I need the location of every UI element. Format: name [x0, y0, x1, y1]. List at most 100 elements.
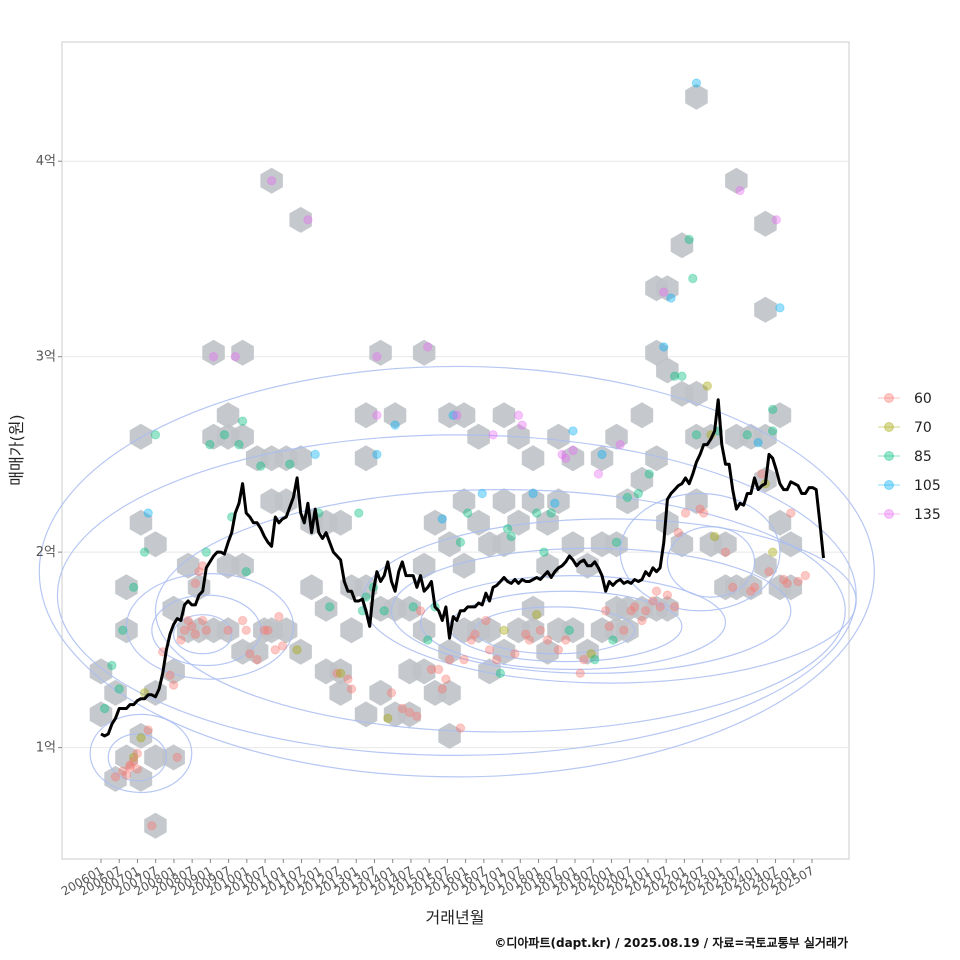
scatter-point [132, 748, 143, 759]
scatter-point [208, 351, 219, 362]
hex-bin [656, 275, 679, 302]
legend-key-dot [884, 480, 894, 490]
x-axis-ticks: 2006012006072007012007072008012008072009… [59, 859, 817, 899]
scatter-point [680, 508, 691, 518]
legend-label: 85 [914, 449, 932, 465]
scatter-point [651, 586, 662, 596]
x-axis-title: 거래년월 [426, 908, 485, 927]
scatter-point [735, 185, 745, 196]
scatter-point [412, 711, 422, 722]
hex-bin [561, 617, 585, 644]
y-tick-label: 1억 [36, 741, 56, 756]
density-contour [474, 606, 636, 655]
scatter-point [742, 430, 752, 440]
scatter-point [786, 508, 796, 518]
scatter-point [644, 469, 654, 479]
scatter-point [673, 527, 683, 538]
hex-bin [129, 509, 153, 536]
hex-bin [754, 210, 777, 237]
legend-label: 60 [914, 391, 932, 407]
scatter-point [702, 381, 713, 391]
scatter-point [230, 351, 241, 362]
scatter-point [662, 590, 673, 600]
scatter-point [575, 668, 585, 679]
hex-bin [630, 466, 654, 493]
scatter-point [455, 723, 466, 733]
scatter-point [143, 508, 153, 518]
hex-bin [467, 509, 490, 536]
legend-key-dot [884, 451, 894, 461]
hex-bin [274, 488, 298, 515]
hex-bin [645, 445, 668, 472]
hex-bin [656, 509, 679, 536]
scatter-point [346, 684, 357, 694]
hex-bin [162, 658, 185, 685]
legend-key-dot [884, 509, 894, 519]
hex-bin [115, 574, 138, 601]
scatter-point [561, 635, 571, 645]
scatter-point [488, 430, 498, 440]
scatter-point [502, 523, 513, 534]
scatter-point [121, 770, 132, 780]
scatter-point [513, 410, 524, 421]
hex-bin [656, 357, 679, 384]
scatter-point [128, 582, 139, 593]
scatter-point [437, 684, 447, 694]
hex-bin [412, 617, 436, 644]
density-contour [151, 594, 262, 667]
scatter-point [684, 234, 694, 245]
scatter-point [99, 703, 110, 714]
scatter-point [139, 547, 150, 557]
scatter-point [118, 625, 128, 636]
hex-bin [452, 552, 476, 579]
hex-bin [685, 83, 708, 110]
scatter-point [219, 430, 230, 440]
y-tick-label: 3억 [36, 350, 56, 365]
scatter-point [408, 602, 418, 612]
hex-bin [630, 402, 654, 429]
trend-line-layer [100, 398, 825, 738]
scatter-point [604, 621, 614, 632]
hex-bin [354, 445, 378, 472]
scatter-point [136, 733, 146, 743]
scatter-point [677, 371, 687, 381]
hex-bin [438, 638, 461, 665]
scatter-point [659, 287, 669, 297]
scatter-point [466, 635, 477, 645]
scatter-point [172, 752, 182, 763]
scatter-point [223, 625, 233, 636]
legend-key-dot [884, 422, 894, 432]
scatter-point [179, 625, 190, 636]
scatter-point [546, 508, 556, 518]
hex-bin [561, 445, 585, 472]
hex-bin [412, 658, 436, 685]
scatter-point [561, 453, 571, 464]
scatter-point [499, 625, 509, 636]
hex-bin [104, 765, 127, 792]
scatter-point [256, 461, 266, 471]
hex-bin [329, 509, 352, 536]
scatter-point [542, 635, 553, 645]
hex-bin [260, 167, 283, 194]
scatter-point [372, 449, 382, 460]
scatter-point [709, 531, 720, 542]
scatter-point [125, 762, 135, 772]
scatter-point [448, 410, 458, 421]
legend-key-dot [884, 393, 894, 403]
density-contour [619, 492, 781, 612]
density-contour [390, 547, 792, 674]
hex-bin [590, 445, 614, 472]
scatter-point [128, 752, 139, 763]
scatter-point [666, 293, 676, 303]
scatter-point [695, 504, 705, 514]
scatter-point [626, 606, 636, 616]
scatter-point [241, 566, 251, 577]
scatter-point [379, 606, 389, 616]
scatter-point [524, 635, 535, 645]
scatter-point [190, 578, 201, 589]
density-contour [38, 365, 875, 778]
scatter-point [132, 764, 143, 774]
scatter-point [168, 680, 179, 690]
scatter-point [147, 821, 157, 831]
density-contour [419, 574, 727, 671]
